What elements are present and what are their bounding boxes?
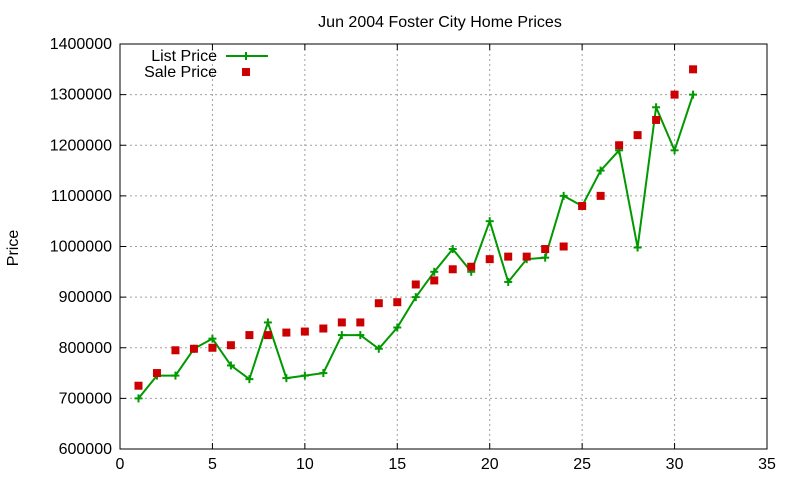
- data-point-list-price: [430, 267, 439, 276]
- y-tick-label: 1200000: [50, 137, 112, 154]
- data-point-sale-price: [596, 191, 605, 200]
- data-point-list-price: [411, 293, 420, 302]
- data-point-sale-price: [448, 265, 457, 274]
- data-point-sale-price: [578, 202, 587, 210]
- data-point-list-price: [245, 375, 254, 384]
- data-point-list-price: [485, 217, 494, 226]
- data-point-sale-price: [171, 346, 180, 355]
- data-point-sale-price: [263, 331, 272, 340]
- data-point-sale-price: [245, 331, 254, 340]
- data-point-sale-price: [189, 344, 198, 353]
- x-tick-label: 10: [296, 456, 314, 473]
- data-point-list-price: [263, 318, 272, 327]
- data-point-sale-price: [152, 369, 161, 378]
- data-point-list-price: [226, 361, 235, 370]
- series-sale-price: [134, 65, 698, 390]
- x-tick-label: 5: [208, 456, 217, 473]
- data-point-sale-price: [226, 341, 235, 350]
- x-tick-label: 0: [116, 456, 125, 473]
- data-point-list-price: [504, 277, 513, 286]
- data-point-sale-price: [300, 327, 309, 336]
- x-tick-label: 30: [666, 456, 684, 473]
- data-point-sale-price: [411, 280, 420, 289]
- data-point-list-price: [282, 374, 291, 383]
- legend-marker-list-price: [242, 52, 250, 60]
- data-point-sale-price: [559, 242, 568, 251]
- legend-marker-sale-price: [242, 68, 250, 76]
- data-point-list-price: [596, 166, 605, 175]
- data-point-list-price: [559, 191, 568, 200]
- data-point-sale-price: [393, 298, 402, 307]
- data-point-sale-price: [541, 245, 550, 254]
- data-point-sale-price: [670, 90, 679, 99]
- data-point-list-price: [633, 243, 642, 252]
- x-tick-label: 25: [573, 456, 591, 473]
- data-point-list-price: [356, 331, 365, 340]
- axis-ticks: 0 5 10 15 20 25 30 35 600000 700000 800000 900000 10…: [50, 36, 776, 473]
- data-point-list-price: [689, 90, 698, 99]
- data-point-list-price: [208, 334, 217, 343]
- y-tick-label: 700000: [59, 390, 112, 407]
- x-tick-label: 35: [758, 456, 776, 473]
- data-point-sale-price: [633, 131, 642, 140]
- x-tick-label: 20: [481, 456, 499, 473]
- data-point-sale-price: [522, 252, 531, 261]
- data-point-list-price: [374, 344, 383, 353]
- y-tick-label: 600000: [59, 441, 112, 458]
- data-point-sale-price: [485, 255, 494, 264]
- legend: List Price Sale Price: [144, 48, 268, 81]
- data-point-list-price: [541, 253, 550, 262]
- data-point-list-price: [171, 371, 180, 380]
- chart-title: Jun 2004 Foster City Home Prices: [318, 14, 562, 31]
- data-point-list-price: [134, 394, 143, 403]
- data-point-sale-price: [615, 141, 624, 150]
- plot-frame: [119, 43, 768, 450]
- data-point-list-price: [300, 371, 309, 380]
- legend-label-sale-price: Sale Price: [144, 64, 217, 81]
- data-point-sale-price: [652, 115, 661, 124]
- data-point-list-price: [670, 146, 679, 155]
- y-tick-label: 1400000: [50, 36, 112, 53]
- y-tick-label: 800000: [59, 340, 112, 357]
- data-point-list-price: [652, 103, 661, 112]
- data-point-sale-price: [282, 328, 291, 337]
- data-point-list-price: [319, 369, 328, 378]
- y-tick-label: 900000: [59, 289, 112, 306]
- data-point-sale-price: [430, 276, 439, 285]
- data-point-sale-price: [374, 299, 383, 308]
- grid-lines: [120, 44, 767, 449]
- legend-label-list-price: List Price: [151, 48, 217, 65]
- data-point-sale-price: [319, 324, 328, 333]
- data-point-sale-price: [467, 262, 476, 271]
- y-tick-label: 1300000: [50, 87, 112, 104]
- y-tick-label: 1000000: [50, 239, 112, 256]
- data-point-sale-price: [356, 318, 365, 327]
- data-point-sale-price: [504, 252, 513, 261]
- data-point-sale-price: [337, 318, 346, 327]
- y-axis-label: Price: [5, 230, 22, 267]
- data-point-list-price: [448, 245, 457, 254]
- data-point-sale-price: [134, 381, 143, 390]
- y-tick-label: 1100000: [51, 188, 112, 205]
- data-series: [134, 65, 698, 403]
- data-point-list-price: [393, 323, 402, 332]
- data-point-list-price: [337, 331, 346, 340]
- data-point-sale-price: [208, 343, 217, 352]
- data-point-sale-price: [689, 65, 698, 74]
- x-tick-label: 15: [388, 456, 406, 473]
